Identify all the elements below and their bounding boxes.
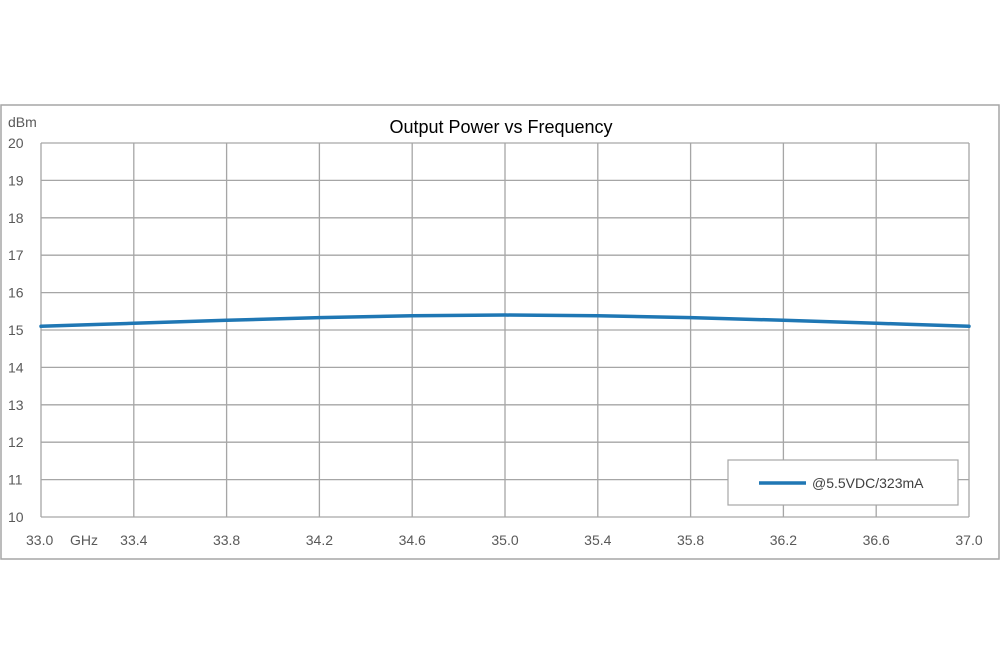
x-tick-label: 35.8 [677,532,704,548]
y-tick-label: 13 [8,397,24,413]
y-tick-label: 17 [8,247,24,263]
x-axis-label: GHz [70,532,98,548]
x-tick-label: 33.0 [26,532,53,548]
x-tick-label: 35.0 [491,532,518,548]
x-tick-label: 33.4 [120,532,147,548]
y-tick-label: 18 [8,210,24,226]
x-tick-label: 34.6 [399,532,426,548]
series-lines [39,313,971,329]
y-tick-label: 15 [8,322,24,338]
y-axis-label: dBm [8,114,37,130]
x-tick-label: 34.2 [306,532,333,548]
y-tick-label: 16 [8,285,24,301]
series-line [39,313,971,329]
y-tick-label: 14 [8,359,24,375]
x-tick-label: 33.8 [213,532,240,548]
legend: @5.5VDC/323mA [727,459,959,506]
x-tick-label: 35.4 [584,532,611,548]
y-tick-label: 12 [8,434,24,450]
y-tick-label: 10 [8,509,24,525]
grid-lines [40,142,970,518]
axis-tick-labels: 10 11 12 13 14 15 16 17 18 19 20 33.0 33.4 33.8 34.2 34… [8,135,983,548]
x-tick-label: 36.2 [770,532,797,548]
x-tick-label: 36.6 [863,532,890,548]
y-tick-label: 19 [8,172,24,188]
y-tick-label: 11 [8,472,23,488]
y-tick-label: 20 [8,135,24,151]
x-tick-label: 37.0 [955,532,982,548]
chart-title: Output Power vs Frequency [389,117,612,137]
legend-label: @5.5VDC/323mA [812,475,924,491]
